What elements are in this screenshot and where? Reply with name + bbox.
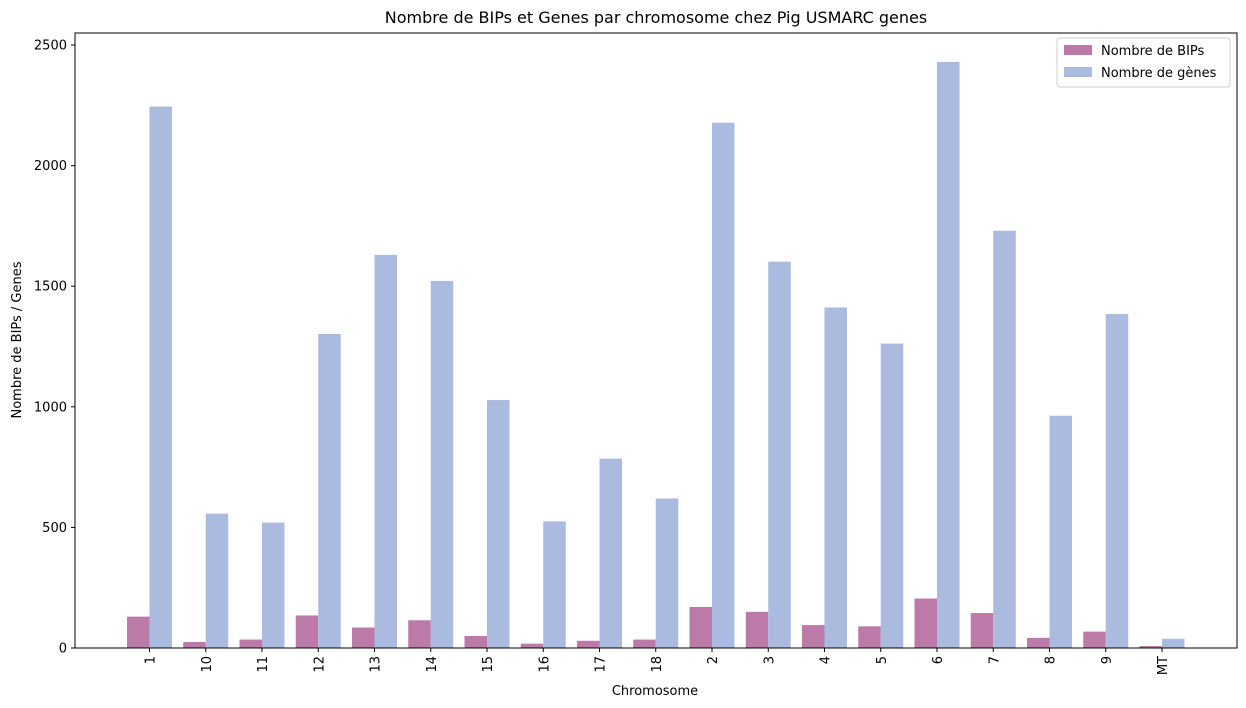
bar-bips-chr-3 <box>745 611 769 648</box>
legend-label-bips: Nombre de BIPs <box>1101 44 1205 59</box>
bar-bips-chr-1 <box>127 616 150 648</box>
x-tick-label: 5 <box>875 656 890 664</box>
bar-genes-chr-13 <box>374 254 397 648</box>
bar-genes-chr-2 <box>712 122 735 648</box>
bar-bips-chr-2 <box>689 607 712 648</box>
x-tick-label: 7 <box>987 656 1002 664</box>
bar-genes-chr-5 <box>880 343 904 648</box>
x-tick-label: MT <box>1156 656 1171 675</box>
y-tick-label: 1000 <box>34 400 67 415</box>
bar-bips-chr-13 <box>352 627 375 648</box>
x-tick-label: 15 <box>481 656 496 673</box>
bar-genes-chr-9 <box>1105 313 1129 648</box>
x-tick-label: 13 <box>369 656 384 673</box>
bar-genes-chr-6 <box>937 61 960 649</box>
x-tick-label: 16 <box>537 656 552 673</box>
bar-genes-chr-10 <box>205 513 229 648</box>
bar-bips-chr-17 <box>577 640 600 648</box>
x-tick-label: 3 <box>762 656 777 664</box>
bar-bips-chr-14 <box>408 620 431 648</box>
y-axis-label: Nombre de BIPs / Genes <box>10 261 25 418</box>
bar-genes-chr-1 <box>149 106 172 648</box>
bar-bips-chr-8 <box>1027 637 1050 648</box>
x-tick-label: 8 <box>1044 656 1059 664</box>
bar-bips-chr-4 <box>802 625 825 648</box>
y-tick-label: 0 <box>59 642 67 657</box>
x-tick-label: 2 <box>706 656 721 664</box>
legend-label-genes: Nombre de gènes <box>1101 66 1217 81</box>
bar-bips-chr-5 <box>858 626 881 648</box>
x-tick-label: 11 <box>256 656 271 673</box>
y-tick-label: 500 <box>42 521 67 536</box>
y-tick-label: 2000 <box>34 159 67 174</box>
bar-genes-chr-8 <box>1049 415 1072 648</box>
x-tick-label: 14 <box>425 656 440 673</box>
bar-genes-chr-4 <box>824 307 847 648</box>
bar-bips-chr-11 <box>239 639 262 648</box>
bar-genes-chr-MT <box>1162 638 1185 648</box>
legend-swatch-bips <box>1064 45 1092 55</box>
bar-genes-chr-3 <box>768 261 791 648</box>
bar-genes-chr-18 <box>655 498 679 648</box>
x-tick-label: 4 <box>819 656 834 664</box>
x-tick-label: 18 <box>650 656 665 673</box>
bar-genes-chr-12 <box>318 333 341 648</box>
y-tick-label: 1500 <box>34 280 67 295</box>
y-axis: 0 500 1000 1500 2000 2500 <box>34 39 75 657</box>
x-tick-label: 6 <box>931 656 946 664</box>
legend-swatch-genes <box>1064 67 1092 77</box>
bar-genes-chr-11 <box>262 522 285 648</box>
bar-genes-chr-17 <box>599 458 622 648</box>
bar-bips-chr-18 <box>633 639 656 648</box>
y-tick-label: 2500 <box>34 39 67 54</box>
x-axis: 1 10 11 12 13 14 15 16 17 18 2 3 4 5 6 7 8 9 MT <box>144 648 1171 675</box>
bar-bips-chr-7 <box>970 613 994 648</box>
bar-genes-chr-14 <box>430 280 454 648</box>
bar-genes-chr-16 <box>543 521 566 648</box>
bar-genes-chr-15 <box>487 400 510 648</box>
x-tick-label: 9 <box>1100 656 1115 664</box>
bar-bips-chr-10 <box>183 641 206 648</box>
x-tick-label: 17 <box>594 656 609 673</box>
bar-bips-chr-15 <box>464 635 487 648</box>
bar-bips-chr-12 <box>295 615 319 648</box>
legend: Nombre de BIPs Nombre de gènes <box>1056 37 1231 88</box>
chart-title: Nombre de BIPs et Genes par chromosome c… <box>385 8 927 27</box>
bar-genes-chr-7 <box>993 230 1016 648</box>
bar-bips-chr-9 <box>1083 631 1106 648</box>
x-axis-label: Chromosome <box>612 684 698 699</box>
x-tick-label: 10 <box>200 656 215 673</box>
legend-frame <box>1056 37 1231 88</box>
bar-bips-chr-MT <box>1139 646 1162 648</box>
x-tick-label: 1 <box>144 656 159 664</box>
bar-bips-chr-16 <box>520 643 544 648</box>
bars-layer <box>127 61 1185 649</box>
x-tick-label: 12 <box>312 656 327 673</box>
bar-bips-chr-6 <box>914 598 937 648</box>
